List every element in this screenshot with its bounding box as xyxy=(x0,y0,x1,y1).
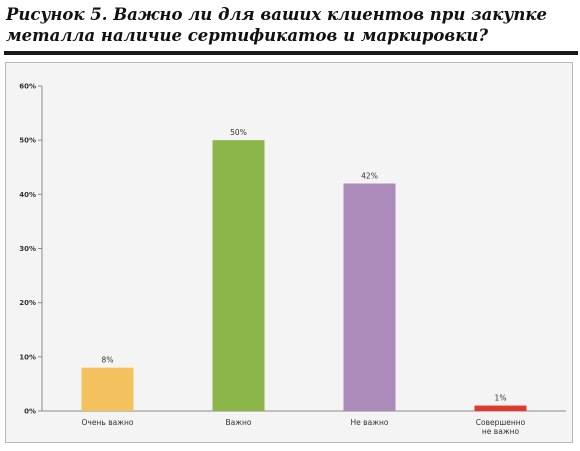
title-underline xyxy=(4,51,578,55)
data-label: 50% xyxy=(230,128,247,137)
y-ticks: 0% 10% 20% 30% 40% 50% 60% xyxy=(19,83,42,416)
y-tick-label: 50% xyxy=(19,137,36,145)
bar xyxy=(212,140,265,411)
data-labels: 8% 50% 42% 1% xyxy=(102,128,507,402)
bars xyxy=(81,140,527,411)
y-tick-label: 30% xyxy=(19,245,36,253)
y-tick-label: 40% xyxy=(19,191,36,199)
bar xyxy=(81,367,134,411)
figure-title-line-2: металла наличие сертификатов и маркировк… xyxy=(6,26,489,45)
data-label: 8% xyxy=(102,356,114,365)
data-label: 1% xyxy=(495,394,507,403)
category-label: Совершенно xyxy=(476,418,526,427)
category-label: не важно xyxy=(482,427,520,436)
data-label: 42% xyxy=(361,172,378,181)
category-label: Очень важно xyxy=(82,418,134,427)
category-label: Не важно xyxy=(351,418,389,427)
y-tick-label: 20% xyxy=(19,299,36,307)
figure-title-line-1: Рисунок 5. Важно ли для ваших клиентов п… xyxy=(6,5,548,24)
y-tick-label: 60% xyxy=(19,83,36,91)
y-tick-label: 10% xyxy=(19,353,36,361)
figure-title: Рисунок 5. Важно ли для ваших клиентов п… xyxy=(6,4,576,46)
category-label: Важно xyxy=(226,418,252,427)
bar xyxy=(343,183,396,411)
y-tick-label: 0% xyxy=(24,408,36,416)
bar xyxy=(474,405,527,411)
